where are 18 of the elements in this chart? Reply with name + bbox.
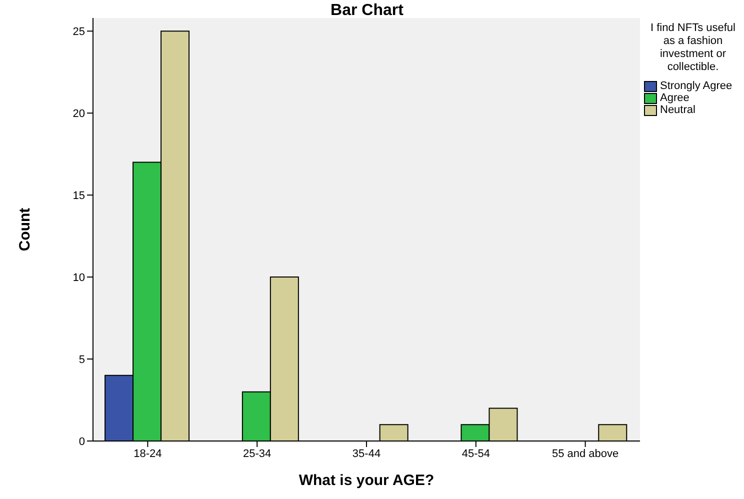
y-axis-title: Count — [16, 208, 34, 252]
chart-title: Bar Chart — [330, 2, 404, 20]
x-tick-label: 25-34 — [243, 448, 272, 460]
x-axis-title: What is your AGE? — [298, 472, 434, 489]
y-tick-label: 5 — [78, 354, 85, 366]
x-tick-label: 18-24 — [134, 448, 162, 460]
y-tick-label: 15 — [72, 190, 85, 202]
y-tick-label: 0 — [78, 436, 85, 448]
x-tick-label: 55 and above — [552, 448, 619, 460]
legend-title: I find NFTs useful as a fashion investment or collectible. — [650, 22, 736, 74]
x-tick-label: 45-54 — [462, 448, 490, 460]
x-tick-label: 35-44 — [352, 448, 381, 460]
legend-label: Strongly Agree — [660, 80, 732, 92]
legend-label: Neutral — [660, 104, 696, 116]
y-tick-label: 25 — [72, 26, 85, 38]
y-tick-label: 10 — [72, 272, 85, 284]
y-tick-label: 20 — [72, 108, 85, 120]
legend-label: Agree — [660, 92, 690, 104]
